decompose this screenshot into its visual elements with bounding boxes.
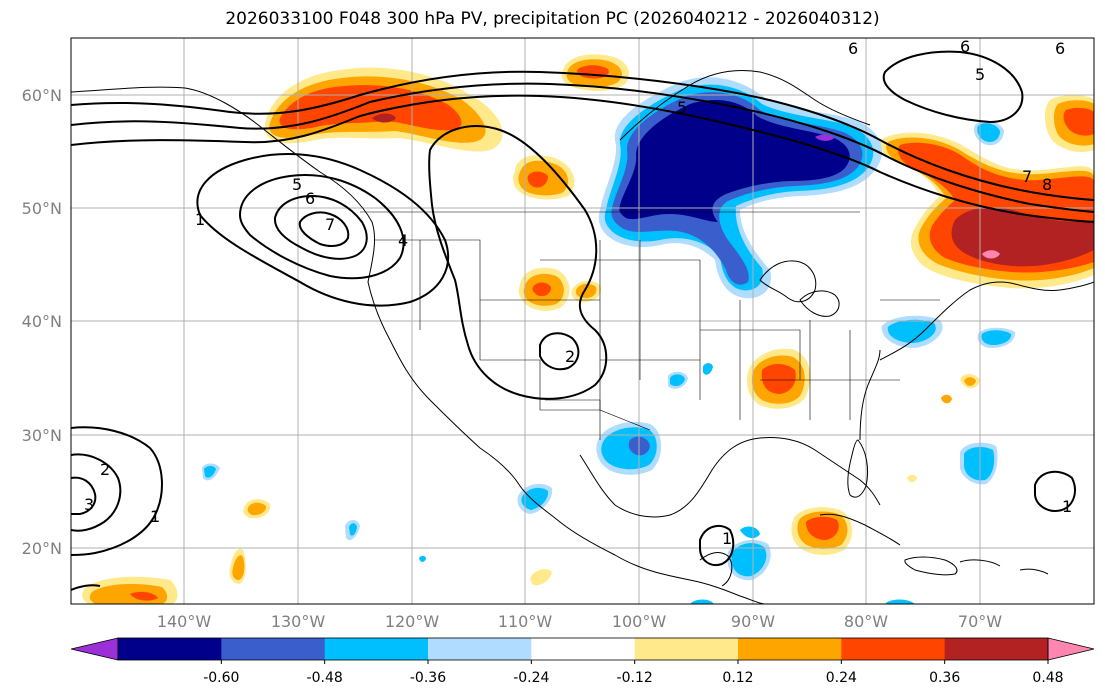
colorbar-extend-max (1047, 637, 1095, 661)
map-content: 5 6 7 4 5 2 1 2 3 1 1 6 5 6 7 8 6 1 (71, 37, 1094, 604)
colorbar-label: 0.48 (1032, 670, 1063, 686)
contour-label: 6 (848, 39, 858, 58)
colorbar-segment (841, 638, 946, 660)
lon-label: 90°W (731, 612, 775, 631)
lon-label: 80°W (844, 612, 888, 631)
lat-label: 40°N (22, 312, 62, 331)
contour-label: 5 (677, 98, 687, 117)
colorbar-segment (634, 638, 739, 660)
colorbar-label: -0.24 (513, 670, 549, 686)
colorbar: -0.60 -0.48 -0.36 -0.24 -0.12 0.12 0.24 0.36 0.4… (70, 637, 1095, 686)
colorbar-segment (118, 638, 222, 660)
colorbar-label: 0.12 (722, 670, 753, 686)
colorbar-label: 0.24 (826, 670, 857, 686)
lon-label: 120°W (385, 612, 440, 631)
longitude-labels: 140°W 130°W 120°W 110°W 100°W 90°W 80°W … (157, 612, 1002, 631)
lon-label: 100°W (612, 612, 667, 631)
lon-label: 130°W (271, 612, 326, 631)
colorbar-frame (117, 637, 1049, 661)
contour-label: 6 (1055, 39, 1065, 58)
latitude-labels: 60°N 50°N 40°N 30°N 20°N (22, 86, 62, 558)
colorbar-segment (944, 638, 1049, 660)
colorbar-label: -0.36 (410, 670, 446, 686)
colorbar-label: -0.48 (307, 670, 343, 686)
contour-label: 6 (305, 189, 315, 208)
contour-label: 1 (150, 507, 160, 526)
lon-label: 70°W (958, 612, 1002, 631)
contour-label: 7 (1022, 167, 1032, 186)
pv-contours (71, 50, 1094, 591)
map-title: 2026033100 F048 300 hPa PV, precipitatio… (225, 9, 880, 29)
colorbar-label: 0.36 (929, 670, 960, 686)
state-borders (360, 211, 940, 440)
colorbar-segment (738, 638, 842, 660)
pv-contour-labels: 5 6 7 4 5 2 1 2 3 1 1 6 5 6 7 8 6 1 (84, 37, 1072, 548)
contour-label: 1 (195, 210, 205, 229)
colorbar-segment (324, 638, 429, 660)
contour-label: 2 (565, 347, 575, 366)
colorbar-segment (221, 638, 326, 660)
lat-label: 20°N (22, 539, 62, 558)
colorbar-extend-min (70, 637, 119, 661)
lon-label: 110°W (498, 612, 553, 631)
contour-label: 4 (398, 231, 408, 250)
contour-label: 3 (84, 495, 94, 514)
contour-label: 6 (960, 37, 970, 56)
precip-shading-negative (202, 77, 1016, 604)
contour-label: 5 (292, 175, 302, 194)
contour-label: 5 (975, 65, 985, 84)
contour-label: 8 (1042, 175, 1052, 194)
colorbar-label: -0.12 (617, 670, 653, 686)
contour-label: 1 (1062, 497, 1072, 516)
lat-label: 50°N (22, 199, 62, 218)
lat-label: 60°N (22, 86, 62, 105)
lon-label: 140°W (157, 612, 212, 631)
colorbar-segment (531, 638, 636, 660)
contour-label: 7 (325, 215, 335, 234)
contour-label: 2 (100, 460, 110, 479)
map-frame (70, 37, 1095, 605)
colorbar-label: -0.60 (203, 670, 239, 686)
lat-label: 30°N (22, 426, 62, 445)
colorbar-segment (428, 638, 532, 660)
contour-label: 1 (722, 529, 732, 548)
